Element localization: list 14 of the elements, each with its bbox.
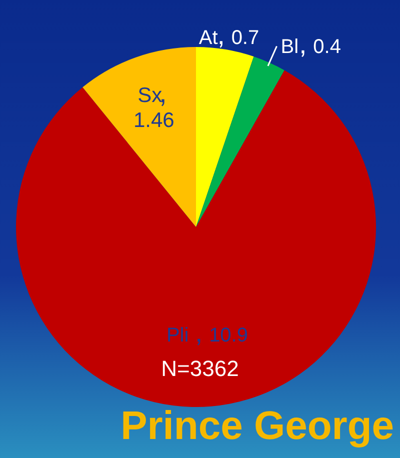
slice-label: Bl — [280, 36, 299, 58]
pie-slice — [196, 47, 254, 227]
data-label: 0.4 — [313, 36, 341, 58]
pie-slice — [82, 47, 196, 227]
data-label: 1.46 — [133, 109, 174, 132]
data-label: 0.7 — [231, 26, 260, 49]
pie-slice — [196, 56, 284, 227]
slice-label: Sx — [138, 84, 163, 108]
pie-slice — [16, 70, 376, 407]
text: N=3362 — [160, 356, 240, 382]
slice-label: At — [198, 26, 218, 49]
data-label: 10.9 — [209, 324, 248, 347]
text: Prince George — [120, 404, 394, 449]
slice-label: Pli — [166, 324, 189, 347]
